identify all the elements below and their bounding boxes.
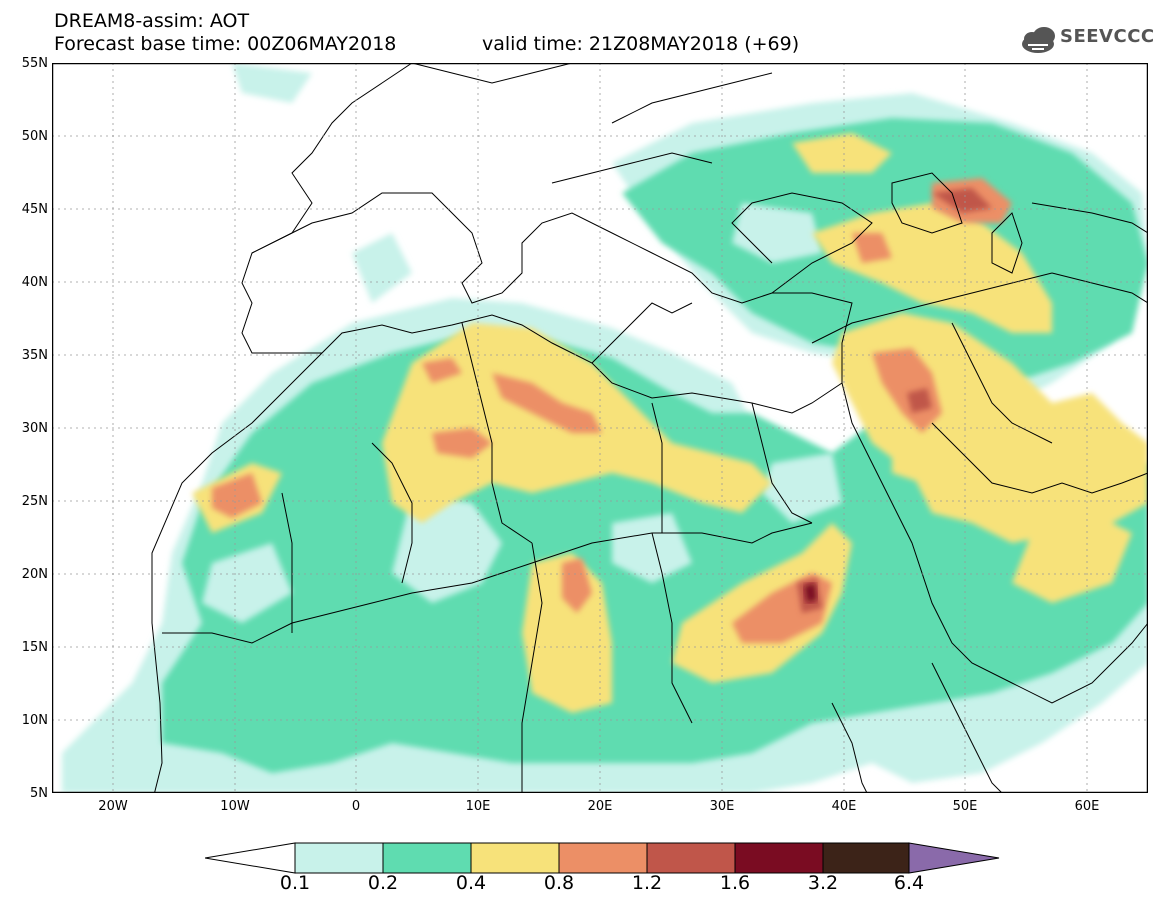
lon-label: 20E [587, 799, 613, 814]
colorbar-over-triangle [908, 842, 1000, 874]
colorbar-label: 6.4 [893, 872, 925, 894]
lat-label: 55N [21, 56, 48, 71]
lat-label: 30N [21, 421, 48, 436]
lat-label: 20N [21, 567, 48, 582]
lat-label: 10N [21, 713, 48, 728]
lat-label: 5N [30, 786, 48, 801]
map-border [52, 63, 1148, 793]
colorbar-label: 3.2 [807, 872, 839, 894]
lat-label: 50N [21, 129, 48, 144]
seevccc-logo [1022, 27, 1055, 53]
lon-label: 40E [831, 799, 857, 814]
lon-label: 30E [709, 799, 735, 814]
valid-time: valid time: 21Z08MAY2018 (+69) [482, 33, 800, 55]
colorbar-label: 0.8 [543, 872, 575, 894]
colorbar-label: 0.1 [279, 872, 311, 894]
lat-label: 25N [21, 494, 48, 509]
colorbar-swatch [734, 842, 824, 874]
colorbar-swatch [470, 842, 560, 874]
coastlines [151, 63, 1148, 793]
forecast-base-time: Forecast base time: 00Z06MAY2018 [54, 33, 397, 55]
lat-lon-grid [52, 63, 1148, 793]
colorbar-swatch [558, 842, 648, 874]
lat-label: 45N [21, 202, 48, 217]
lon-label: 50E [952, 799, 978, 814]
lat-label: 35N [21, 348, 48, 363]
lon-label: 0 [351, 799, 361, 814]
colorbar-swatch [382, 842, 472, 874]
map-title: DREAM8-assim: AOT [54, 10, 250, 32]
colorbar-label: 1.6 [719, 872, 751, 894]
lat-label: 40N [21, 275, 48, 290]
lon-label: 60E [1074, 799, 1100, 814]
lon-label: 10W [220, 799, 250, 814]
colorbar-swatch [646, 842, 736, 874]
colorbar-label: 0.2 [367, 872, 399, 894]
lon-label: 20W [98, 799, 128, 814]
colorbar-label: 1.2 [631, 872, 663, 894]
aot-map [52, 63, 1148, 793]
lat-label: 15N [21, 640, 48, 655]
logo-text: SEEVCCC [1060, 26, 1155, 47]
colorbar-label: 0.4 [455, 872, 487, 894]
lon-label: 10E [465, 799, 491, 814]
colorbar-swatch [822, 842, 910, 874]
colorbar-swatch [294, 842, 384, 874]
aot-colorbar [205, 842, 1000, 874]
colorbar-under-triangle [205, 842, 296, 874]
aot-field [62, 63, 1148, 793]
